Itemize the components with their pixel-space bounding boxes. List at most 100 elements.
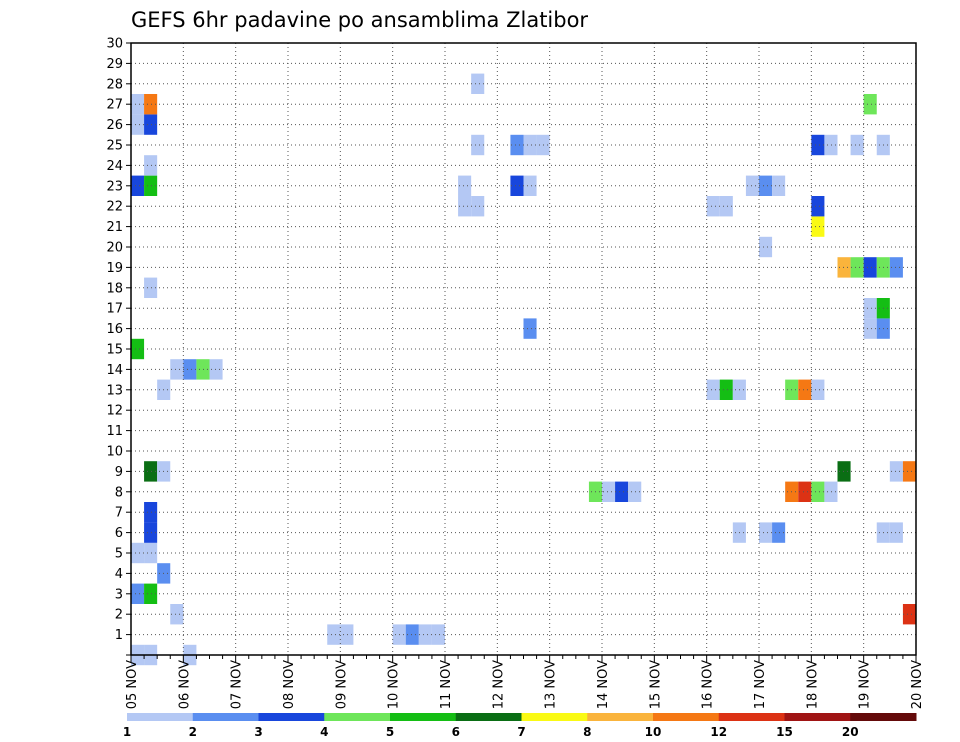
- y-tick-label: 7: [115, 506, 123, 521]
- data-cell: [418, 624, 432, 645]
- data-cell: [772, 522, 786, 543]
- colorbar-segment: [718, 713, 785, 721]
- data-cell: [131, 175, 145, 196]
- data-cell: [144, 542, 158, 564]
- colorbar-segment: [127, 713, 194, 721]
- y-tick-label: 9: [115, 465, 123, 480]
- colorbar-label: 4: [320, 725, 328, 739]
- y-tick-label: 14: [106, 363, 123, 378]
- x-tick-label: 19 NOV: [858, 660, 873, 709]
- colorbar-segment: [258, 713, 325, 721]
- y-axis: 1234567891011121314151617181920212223242…: [106, 37, 131, 656]
- data-cell: [209, 359, 223, 380]
- colorbar-segment: [192, 713, 259, 721]
- x-tick-label: 10 NOV: [387, 660, 402, 709]
- data-cell: [772, 175, 786, 196]
- data-cell: [523, 134, 537, 156]
- data-cell: [510, 175, 524, 196]
- data-cell: [759, 175, 773, 196]
- data-cell: [602, 481, 616, 502]
- colorbar-label: 3: [254, 725, 262, 739]
- y-tick-label: 25: [106, 139, 123, 154]
- x-tick-label: 09 NOV: [334, 660, 349, 709]
- data-cell: [837, 461, 851, 482]
- data-cell: [523, 175, 537, 196]
- colorbar-segment: [587, 713, 654, 721]
- data-cell: [902, 604, 916, 625]
- x-tick-label: 17 NOV: [753, 660, 768, 709]
- colorbar-label: 2: [189, 725, 197, 739]
- data-cell: [837, 257, 851, 278]
- data-cell: [405, 624, 419, 645]
- data-cell: [144, 502, 158, 523]
- data-cell: [889, 522, 903, 543]
- y-tick-label: 5: [115, 547, 123, 562]
- data-cell: [196, 359, 210, 380]
- data-cell: [144, 277, 158, 298]
- y-tick-label: 29: [106, 57, 123, 72]
- x-tick-label: 08 NOV: [282, 660, 297, 709]
- y-tick-label: 24: [106, 159, 123, 174]
- y-tick-label: 3: [115, 587, 123, 602]
- data-cell: [759, 236, 773, 258]
- data-cell: [863, 298, 877, 319]
- x-tick-label: 18 NOV: [805, 660, 820, 709]
- x-tick-label: 05 NOV: [125, 660, 140, 709]
- data-cell: [144, 114, 158, 135]
- x-tick-label: 15 NOV: [648, 660, 663, 709]
- data-cell: [523, 318, 537, 339]
- y-tick-label: 13: [106, 383, 123, 398]
- x-tick-label: 11 NOV: [439, 660, 454, 709]
- data-cell: [183, 359, 197, 380]
- y-tick-label: 2: [115, 608, 123, 623]
- x-axis: 05 NOV 06 NOV 07 NOV 08 NOV 09 NOV 10 NOV 11 N…: [125, 655, 925, 709]
- x-tick-label: 13 NOV: [544, 660, 559, 709]
- colorbar-segment: [390, 713, 457, 721]
- data-cell: [889, 257, 903, 278]
- data-cell: [131, 542, 145, 564]
- data-cell: [706, 379, 720, 400]
- data-cell: [719, 379, 733, 400]
- data-cell: [863, 257, 877, 278]
- y-tick-label: 30: [106, 37, 123, 52]
- data-cell: [628, 481, 642, 502]
- data-cell: [811, 196, 825, 217]
- data-cell: [144, 175, 158, 196]
- y-tick-label: 10: [106, 445, 123, 460]
- colorbar-segment: [324, 713, 391, 721]
- y-tick-label: 18: [106, 281, 123, 296]
- data-cell: [824, 481, 838, 502]
- x-tick-label: 16 NOV: [701, 660, 716, 709]
- data-cell: [131, 583, 145, 604]
- y-tick-label: 1: [115, 628, 123, 643]
- data-cell: [863, 94, 877, 115]
- y-tick-label: 23: [106, 179, 123, 194]
- colorbar-segment: [521, 713, 588, 721]
- data-cell: [144, 583, 158, 604]
- colorbar-label: 5: [386, 725, 394, 739]
- colorbar: 1 2 3 4 5 6 7 8 10 12 15 20: [123, 713, 917, 739]
- y-tick-label: 17: [106, 302, 123, 317]
- data-cell: [458, 175, 472, 196]
- y-tick-label: 6: [115, 526, 123, 541]
- data-cell: [850, 134, 864, 156]
- x-tick-label: 07 NOV: [230, 660, 245, 709]
- x-tick-label: 20 NOV: [910, 660, 925, 709]
- data-cell: [471, 134, 485, 156]
- data-cell: [471, 73, 485, 94]
- data-cell: [471, 196, 485, 217]
- colorbar-label: 15: [776, 725, 793, 739]
- y-tick-label: 8: [115, 485, 123, 500]
- data-cell: [902, 461, 916, 482]
- data-cell: [458, 196, 472, 217]
- y-tick-label: 20: [106, 241, 123, 256]
- grid-layer: [131, 43, 916, 655]
- data-cell: [863, 318, 877, 339]
- colorbar-label: 7: [517, 725, 525, 739]
- data-cell: [706, 196, 720, 217]
- x-tick-label: 06 NOV: [177, 660, 192, 709]
- colorbar-label: 20: [842, 725, 859, 739]
- data-cell: [759, 522, 773, 543]
- data-cell: [144, 522, 158, 543]
